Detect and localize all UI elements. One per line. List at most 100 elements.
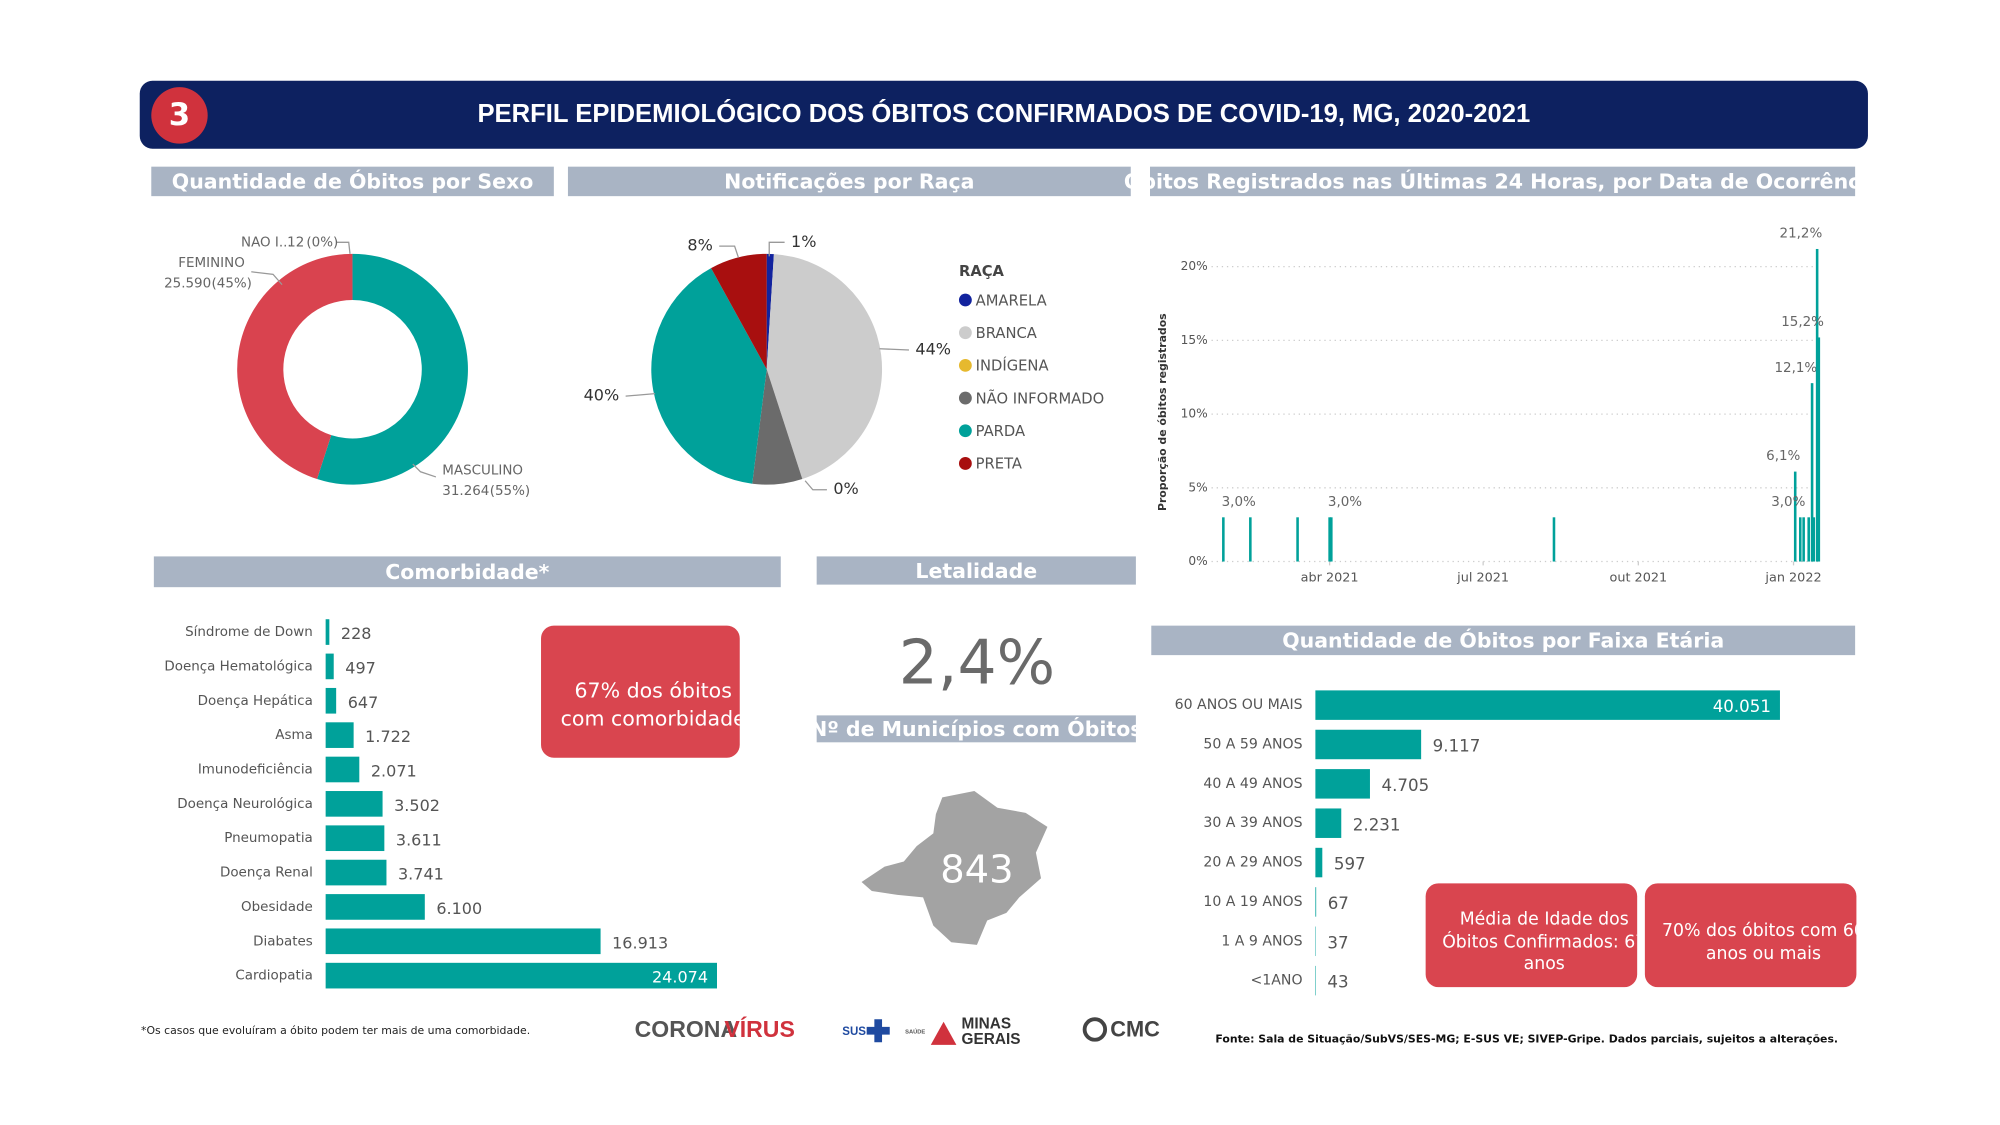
- category-label: 30 A 39 ANOS: [1203, 815, 1302, 831]
- bar: [1810, 383, 1814, 562]
- slice: [711, 253, 767, 370]
- bar: [1328, 517, 1331, 562]
- header-banner: [139, 80, 1868, 149]
- bar: [1807, 517, 1810, 562]
- logo-text: SUS: [842, 1026, 866, 1038]
- value-label: 24.074: [652, 968, 708, 987]
- y-axis-title: Proporção de óbitos registrados: [1156, 313, 1169, 511]
- category-label: 40 A 49 ANOS: [1203, 776, 1302, 792]
- category-label: Pneumopatia: [224, 831, 313, 846]
- bar: [1315, 887, 1317, 917]
- bar: [325, 653, 334, 680]
- leader-line: [335, 241, 351, 254]
- value-label: 43: [1327, 973, 1348, 992]
- header-title: PERFIL EPIDEMIOLÓGICO DOS ÓBITOS CONFIRM…: [477, 98, 1530, 128]
- value-label: 16.913: [612, 933, 668, 952]
- logo-text: SAÚDE: [905, 1029, 925, 1036]
- slice: [237, 253, 353, 480]
- logo-text: CORONA: [635, 1016, 738, 1042]
- legend-swatch: [958, 457, 972, 470]
- value-label: 6.100: [436, 899, 482, 918]
- bar: [325, 859, 387, 886]
- category-label: 1 A 9 ANOS: [1221, 933, 1302, 949]
- legend-swatch: [958, 293, 972, 307]
- section-header: [1151, 625, 1856, 656]
- leader-line: [412, 463, 437, 478]
- bar: [325, 722, 354, 748]
- section-title: Comorbidade*: [385, 560, 549, 584]
- value-label: 597: [1334, 855, 1366, 874]
- legend-label: BRANCA: [976, 325, 1037, 342]
- value-label: 2.231: [1353, 815, 1401, 834]
- y-tick-label: 20%: [1181, 259, 1208, 273]
- bar: [325, 962, 717, 989]
- source-note: Fonte: Sala de Situação/SubVS/SES-MG; E-…: [1215, 1033, 1838, 1046]
- slice-value-label: 12: [287, 235, 304, 250]
- slice-label: 0%: [833, 479, 858, 498]
- value-label: 1.722: [365, 727, 411, 746]
- section-title: Quantidade de Óbitos por Faixa Etária: [1282, 628, 1724, 653]
- slice: [766, 253, 774, 370]
- y-tick-label: 10%: [1181, 407, 1208, 421]
- value-label: 228: [341, 624, 372, 643]
- slice: [752, 369, 803, 485]
- bar: [325, 619, 330, 645]
- y-tick-label: 5%: [1188, 480, 1207, 494]
- annotation: Média de Idade dos Óbitos Confirmados: 6…: [1442, 909, 1638, 975]
- bar: [1222, 517, 1225, 562]
- category-label: Imunodeficiência: [198, 761, 313, 777]
- leader-line: [251, 271, 283, 286]
- bar: [325, 687, 337, 714]
- bar: [1802, 517, 1805, 562]
- slice-value-label: 31.264: [442, 484, 489, 499]
- value-label: 3.502: [394, 796, 440, 815]
- value-label: 67: [1328, 894, 1349, 913]
- section-header: [151, 166, 554, 197]
- category-label: 10 A 19 ANOS: [1203, 894, 1302, 910]
- logo-text: GERAIS: [962, 1031, 1021, 1048]
- value-label: 3.741: [398, 865, 444, 884]
- bar: [1330, 517, 1333, 562]
- section-header: [1150, 166, 1856, 197]
- y-tick-label: 15%: [1181, 333, 1208, 347]
- leader-line: [625, 392, 656, 397]
- value-label: 3.611: [396, 830, 442, 849]
- category-label: Diabates: [253, 934, 313, 949]
- section-header: [816, 715, 1136, 743]
- category-label: 20 A 29 ANOS: [1203, 855, 1302, 871]
- slice-value-label: 25.590: [164, 276, 211, 291]
- legend-swatch: [958, 358, 972, 372]
- bar: [325, 756, 360, 783]
- legend-label: PARDA: [976, 423, 1025, 440]
- annotation-box: 70% dos óbitos com 60 anos ou mais: [1662, 920, 1856, 963]
- bar: [325, 894, 425, 920]
- value-label: 6,1%: [1766, 449, 1800, 464]
- category-label: <1ANO: [1251, 973, 1303, 989]
- bar: [1817, 337, 1821, 562]
- slice-label: 1%: [791, 232, 816, 251]
- value-label: 9.117: [1433, 737, 1481, 756]
- section-title: Óbitos Registrados nas Últimas 24 Horas,…: [1124, 169, 1881, 194]
- section-header: [816, 556, 1136, 585]
- value-label: 4.705: [1381, 776, 1429, 795]
- category-label: 60 ANOS OU MAIS: [1175, 697, 1303, 713]
- leader-line: [768, 241, 785, 257]
- value-label: 3,0%: [1222, 495, 1256, 510]
- logo-cross: [866, 1019, 890, 1043]
- legend-swatch: [958, 326, 972, 340]
- section-title: Notificações por Raça: [724, 170, 974, 194]
- bar: [1815, 248, 1819, 562]
- bar: [1315, 769, 1370, 799]
- annotation-card: [1425, 883, 1638, 988]
- category-label: Doença Neurológica: [177, 796, 313, 812]
- section-title: Nº de Municípios com Óbitos: [810, 716, 1142, 741]
- bar: [1552, 517, 1556, 562]
- slice-label: 44%: [915, 340, 951, 359]
- value-label: 12,1%: [1774, 361, 1817, 376]
- footnote: *Os casos que evoluíram a óbito podem te…: [141, 1024, 530, 1037]
- slice-share-label: (45%): [212, 276, 252, 291]
- kpi-value: 843: [940, 847, 1013, 892]
- x-tick-label: jul 2021: [1456, 571, 1509, 586]
